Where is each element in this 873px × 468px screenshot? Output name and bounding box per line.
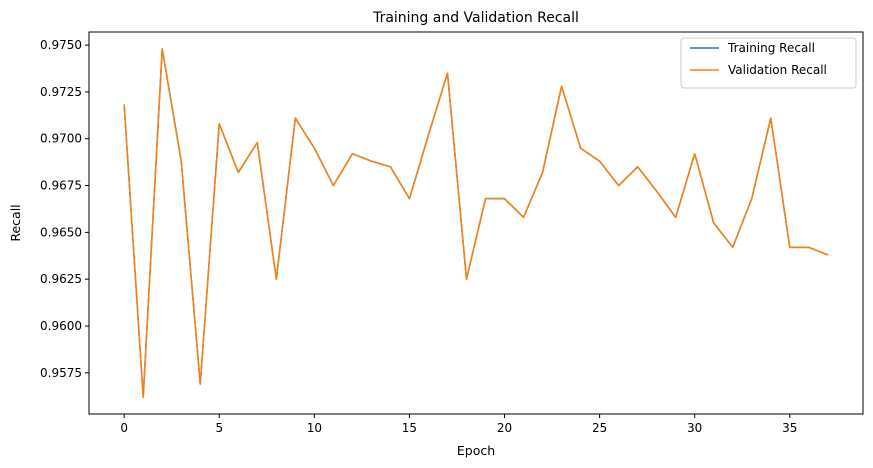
legend-label-training: Training Recall [727, 41, 815, 55]
y-tick-label: 0.9625 [40, 272, 82, 286]
legend: Training Recall Validation Recall [680, 37, 857, 89]
y-axis-label: Recall [8, 204, 23, 241]
x-tick-label: 0 [120, 421, 128, 435]
legend-label-validation: Validation Recall [728, 63, 827, 77]
y-tick-label: 0.9725 [40, 85, 82, 99]
series-lines [123, 48, 829, 398]
x-tick-label: 10 [307, 421, 322, 435]
y-axis-ticks: 0.9575 0.9600 0.9625 0.9650 0.9675 0.9700 0.97… [40, 38, 89, 380]
y-tick-label: 0.9650 [40, 225, 82, 239]
x-tick-label: 30 [687, 421, 702, 435]
x-tick-label: 5 [215, 421, 223, 435]
x-tick-label: 35 [782, 421, 797, 435]
y-tick-label: 0.9750 [40, 38, 82, 52]
x-axis-ticks: 0 5 10 15 20 25 30 35 [120, 414, 797, 435]
plot-area-frame [88, 31, 864, 415]
chart-title: Training and Validation Recall [372, 10, 579, 26]
x-tick-label: 25 [592, 421, 607, 435]
legend-box [680, 37, 857, 89]
validation-recall-line [123, 48, 829, 398]
x-tick-label: 15 [402, 421, 417, 435]
y-tick-label: 0.9600 [40, 319, 82, 333]
x-tick-label: 20 [497, 421, 512, 435]
y-tick-label: 0.9700 [40, 132, 82, 146]
y-tick-label: 0.9575 [40, 366, 82, 380]
x-axis-label: Epoch [457, 443, 495, 458]
training-recall-line [123, 48, 829, 398]
y-tick-label: 0.9675 [40, 179, 82, 193]
